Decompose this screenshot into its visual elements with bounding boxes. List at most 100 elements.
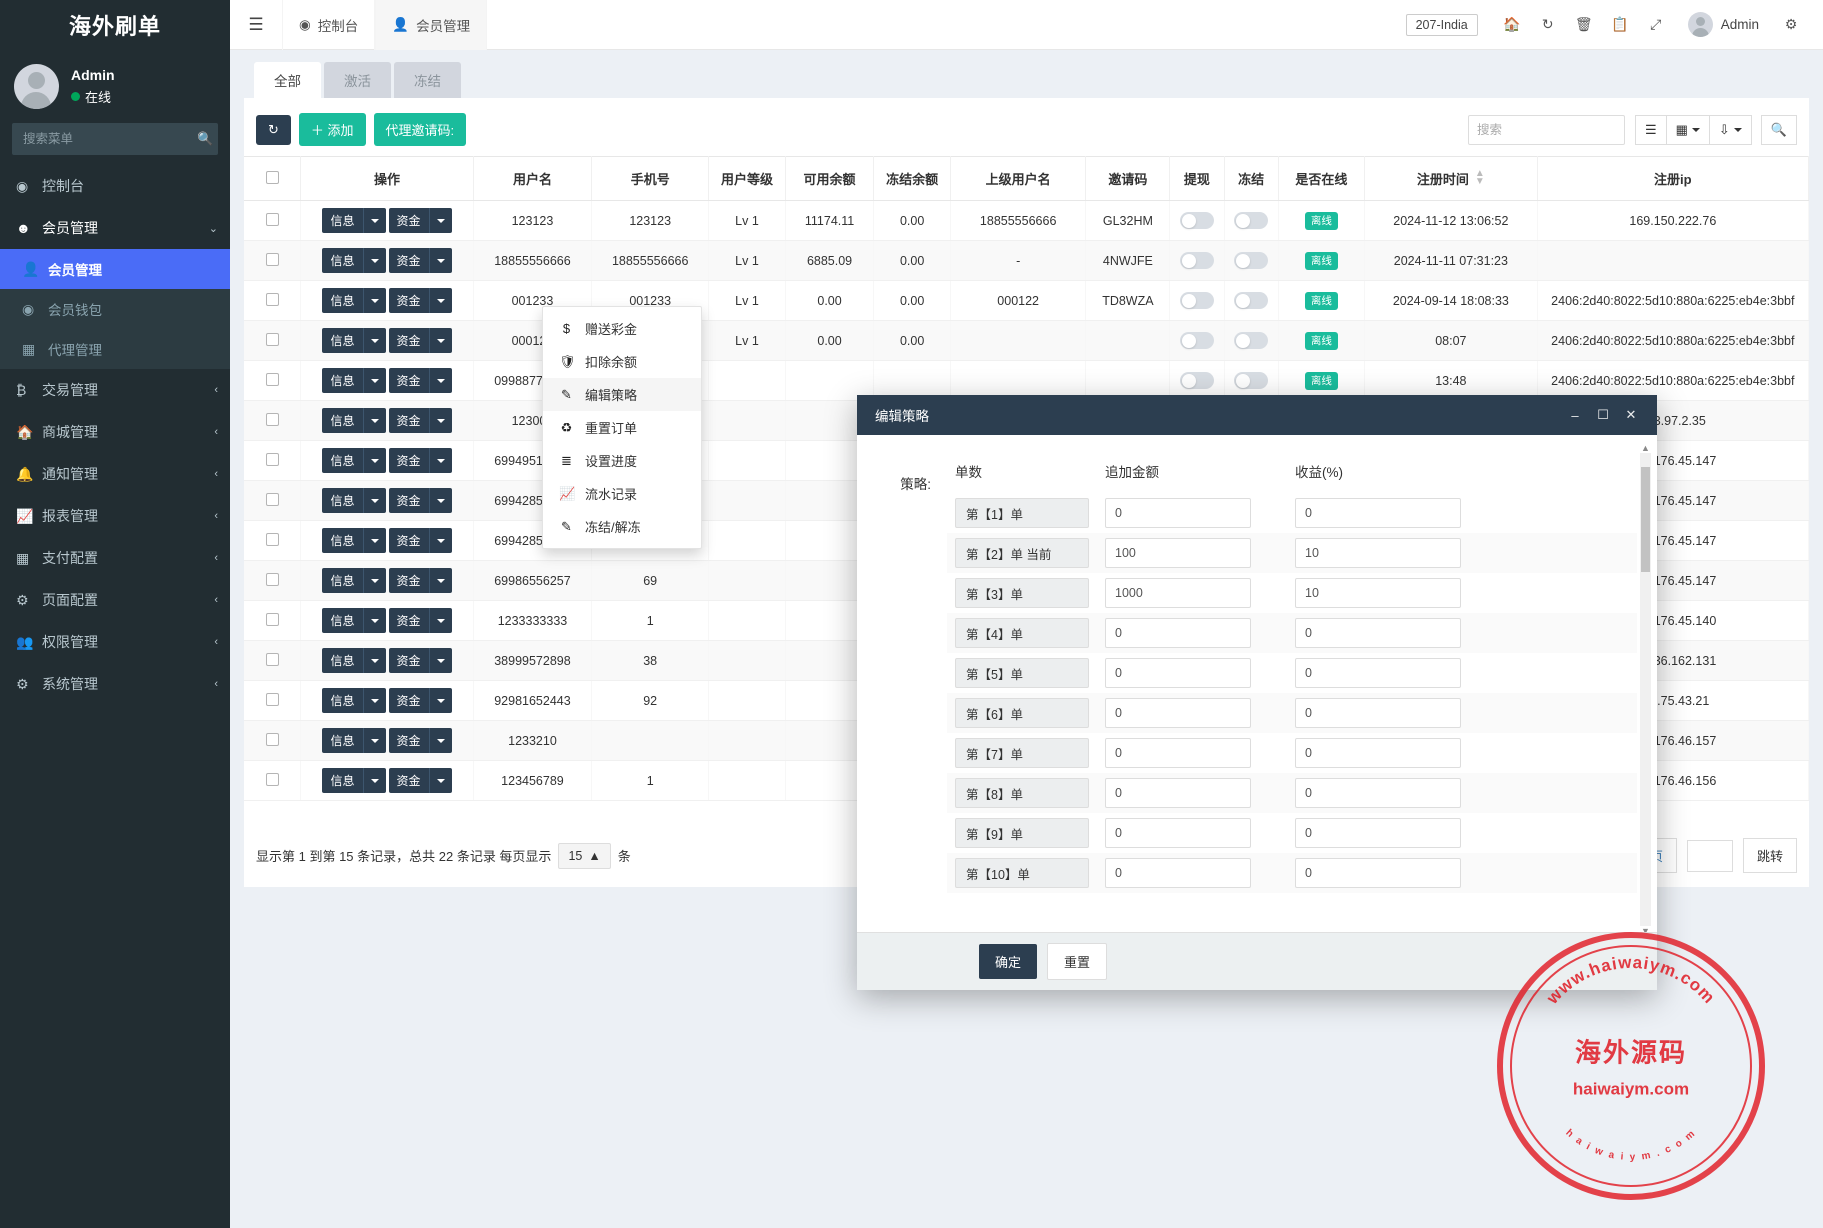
strategy-amount-input[interactable] — [1105, 538, 1251, 568]
sidebar-item-mall[interactable]: 🏠 商城管理 ‹ — [0, 411, 230, 453]
checkbox-icon[interactable] — [265, 170, 279, 184]
fund-split-button[interactable]: 资金 — [388, 488, 452, 513]
home-icon[interactable]: 🏠 — [1503, 16, 1521, 32]
withdraw-toggle[interactable] — [1179, 252, 1214, 269]
freeze-toggle[interactable] — [1234, 292, 1269, 309]
checkbox-icon[interactable] — [265, 212, 279, 226]
checkbox-icon[interactable] — [265, 652, 279, 666]
table-row[interactable]: 信息资金0998877889909988778899离线13:482406:2d… — [244, 360, 1809, 401]
strategy-amount-input[interactable] — [1105, 818, 1251, 848]
sidebar-item-report[interactable]: 📈 报表管理 ‹ — [0, 495, 230, 537]
row-checkbox-cell[interactable] — [244, 520, 302, 561]
info-dropdown-toggle[interactable] — [362, 408, 386, 433]
info-split-button[interactable]: 信息 — [322, 608, 386, 633]
strategy-amount-input[interactable] — [1105, 658, 1251, 688]
info-dropdown-toggle[interactable] — [362, 368, 386, 393]
fund-split-button[interactable]: 资金 — [388, 408, 452, 433]
strategy-profit-input[interactable] — [1295, 498, 1461, 528]
info-button[interactable]: 信息 — [322, 408, 363, 433]
fund-split-button[interactable]: 资金 — [388, 688, 452, 713]
sidebar-item-member-management[interactable]: ☻ 会员管理 ⌄ 👤 会员管理 ◉ 会员钱包 ▦ 代理管理 — [0, 207, 230, 369]
info-dropdown-toggle[interactable] — [362, 248, 386, 273]
info-button[interactable]: 信息 — [322, 248, 363, 273]
info-button[interactable]: 信息 — [322, 768, 363, 793]
checkbox-icon[interactable] — [265, 492, 279, 506]
fund-button[interactable]: 资金 — [388, 248, 429, 273]
advanced-search-button[interactable]: 🔍 — [1760, 114, 1797, 145]
info-dropdown-toggle[interactable] — [362, 288, 386, 313]
withdraw-toggle[interactable] — [1179, 332, 1214, 349]
fund-dropdown-toggle[interactable] — [428, 208, 452, 233]
strategy-amount-input[interactable] — [1105, 578, 1251, 608]
fund-button[interactable]: 资金 — [388, 568, 429, 593]
maximize-icon[interactable]: ☐ — [1597, 407, 1609, 422]
dropdown-item-reset-order[interactable]: ♻ 重置订单 — [543, 411, 701, 444]
info-button[interactable]: 信息 — [322, 648, 363, 673]
fund-dropdown-toggle[interactable] — [428, 288, 452, 313]
cell-withdraw-toggle[interactable] — [1169, 280, 1225, 321]
fund-dropdown-toggle[interactable] — [428, 648, 452, 673]
row-checkbox-cell[interactable] — [244, 320, 302, 361]
strategy-amount-input[interactable] — [1105, 858, 1251, 888]
info-split-button[interactable]: 信息 — [322, 688, 386, 713]
agent-invite-code-button[interactable]: 代理邀请码: — [373, 113, 467, 146]
info-split-button[interactable]: 信息 — [322, 448, 386, 473]
row-checkbox-cell[interactable] — [244, 480, 302, 521]
info-button[interactable]: 信息 — [322, 608, 363, 633]
scroll-down-icon[interactable]: ▼ — [1641, 926, 1650, 932]
fund-split-button[interactable]: 资金 — [388, 328, 452, 353]
fund-dropdown-toggle[interactable] — [428, 528, 452, 553]
dropdown-item-deduct-balance[interactable]: 🛡 扣除余额 — [543, 345, 701, 378]
info-split-button[interactable]: 信息 — [322, 568, 386, 593]
search-input[interactable] — [1467, 114, 1625, 145]
checkbox-icon[interactable] — [265, 292, 279, 306]
checkbox-icon[interactable] — [265, 732, 279, 746]
refresh-button[interactable]: ↻ — [256, 114, 291, 145]
expand-icon[interactable]: ⤢ — [1650, 16, 1662, 32]
region-chip[interactable]: 207-India — [1405, 13, 1478, 36]
freeze-toggle[interactable] — [1234, 372, 1269, 389]
sidebar-item-members[interactable]: 👤 会员管理 — [0, 249, 230, 289]
cell-freeze-toggle[interactable] — [1224, 320, 1279, 361]
jump-button[interactable]: 跳转 — [1742, 838, 1797, 873]
row-checkbox-cell[interactable] — [244, 240, 302, 281]
fund-split-button[interactable]: 资金 — [388, 608, 452, 633]
strategy-profit-input[interactable] — [1295, 578, 1461, 608]
info-dropdown-toggle[interactable] — [362, 768, 386, 793]
checkbox-icon[interactable] — [265, 772, 279, 786]
topnav-item-member-management[interactable]: 👤 会员管理 — [375, 0, 488, 50]
sidebar-item-dashboard[interactable]: ◉ 控制台 — [0, 165, 230, 207]
fund-button[interactable]: 资金 — [388, 648, 429, 673]
tab-frozen[interactable]: 冻结 — [394, 62, 461, 98]
fund-button[interactable]: 资金 — [388, 288, 429, 313]
strategy-amount-input[interactable] — [1105, 738, 1251, 768]
modal-scrollbar[interactable]: ▲ ▼ — [1640, 443, 1651, 932]
info-button[interactable]: 信息 — [322, 368, 363, 393]
info-split-button[interactable]: 信息 — [322, 528, 386, 553]
scroll-up-icon[interactable]: ▲ — [1641, 443, 1650, 453]
fund-dropdown-toggle[interactable] — [428, 568, 452, 593]
admin-menu[interactable]: Admin — [1687, 12, 1759, 37]
sidebar-item-agent-management[interactable]: ▦ 代理管理 — [0, 329, 230, 369]
fund-split-button[interactable]: 资金 — [388, 728, 452, 753]
fund-button[interactable]: 资金 — [388, 208, 429, 233]
info-split-button[interactable]: 信息 — [322, 288, 386, 313]
strategy-amount-input[interactable] — [1105, 778, 1251, 808]
checkbox-icon[interactable] — [265, 452, 279, 466]
sidebar-item-payment[interactable]: ▦ 支付配置 ‹ — [0, 537, 230, 579]
hamburger-icon[interactable]: ☰ — [248, 14, 264, 34]
info-dropdown-toggle[interactable] — [362, 528, 386, 553]
strategy-profit-input[interactable] — [1295, 738, 1461, 768]
strategy-amount-input[interactable] — [1105, 618, 1251, 648]
cell-freeze-toggle[interactable] — [1224, 360, 1279, 401]
th-register-time[interactable]: 注册时间 ▲ ▼ — [1364, 156, 1538, 201]
table-row[interactable]: 信息资金000122000122Lv 10.000.00离线08:072406:… — [244, 320, 1809, 361]
search-icon[interactable]: 🔍 — [197, 131, 214, 146]
withdraw-toggle[interactable] — [1179, 212, 1214, 229]
row-checkbox-cell[interactable] — [244, 560, 302, 601]
per-page-select[interactable]: 15 ▲ — [558, 842, 611, 869]
row-checkbox-cell[interactable] — [244, 440, 302, 481]
info-button[interactable]: 信息 — [322, 448, 363, 473]
fund-dropdown-toggle[interactable] — [428, 728, 452, 753]
fund-dropdown-toggle[interactable] — [428, 608, 452, 633]
